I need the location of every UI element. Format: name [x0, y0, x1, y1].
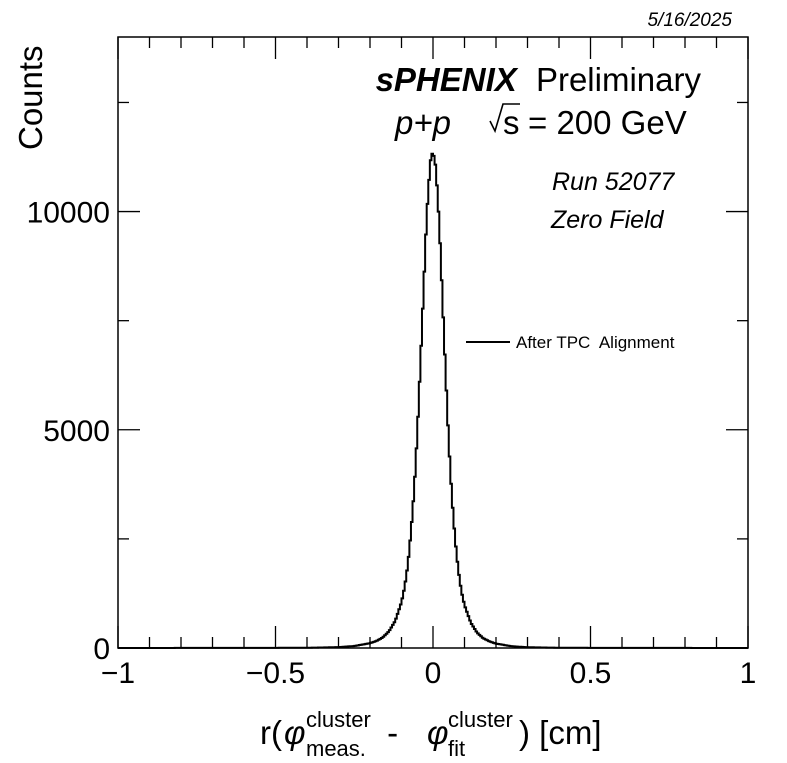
x-axis-title-phi2: φ — [427, 714, 449, 751]
y-axis-tick-labels: 0 5000 10000 — [27, 197, 110, 666]
field-label: Zero Field — [550, 206, 665, 234]
y-tick-label: 0 — [93, 633, 110, 666]
x-tick-label: −1 — [101, 657, 135, 690]
x-axis-tick-labels: −1 −0.5 0 0.5 1 — [101, 657, 756, 690]
x-axis-ticks — [117, 37, 749, 648]
experiment-label: sPHENIX Preliminary — [376, 61, 702, 98]
sqrt-icon — [489, 103, 520, 134]
x-axis-title-minus: - — [378, 714, 407, 751]
x-axis-title-sup2: cluster — [448, 707, 513, 732]
legend-entry: After TPC Alignment — [516, 333, 675, 352]
experiment-status: Preliminary — [536, 61, 702, 98]
y-axis-title: Counts — [12, 45, 49, 150]
x-axis-title-suffix: ) [cm] — [519, 714, 601, 751]
y-tick-label: 10000 — [27, 197, 110, 230]
histogram-series-line — [118, 152, 748, 649]
x-tick-label: 1 — [740, 657, 757, 690]
legend: After TPC Alignment — [466, 333, 675, 352]
y-tick-label: 5000 — [43, 415, 110, 448]
energy-label: s = 200 GeV — [489, 103, 687, 141]
x-axis-title-phi1: φ — [284, 714, 306, 751]
energy-prefix: s — [503, 104, 520, 141]
energy-value: = 200 GeV — [528, 104, 687, 141]
x-axis-title-sub2: fit — [448, 736, 465, 761]
x-tick-label: 0 — [425, 657, 442, 690]
experiment-name: sPHENIX — [376, 61, 519, 98]
x-tick-label: 0.5 — [570, 657, 612, 690]
x-axis-title-sub1: meas. — [306, 736, 366, 761]
collision-system: p+p — [394, 104, 451, 141]
run-label: Run 52077 — [552, 168, 675, 196]
date-label: 5/16/2025 — [647, 10, 732, 31]
x-axis-title: r( φ cluster meas. - φ cluster fit ) [cm… — [260, 707, 601, 761]
x-axis-title-prefix: r( — [260, 714, 282, 751]
x-axis-title-sup1: cluster — [306, 707, 371, 732]
x-tick-label: −0.5 — [246, 657, 305, 690]
